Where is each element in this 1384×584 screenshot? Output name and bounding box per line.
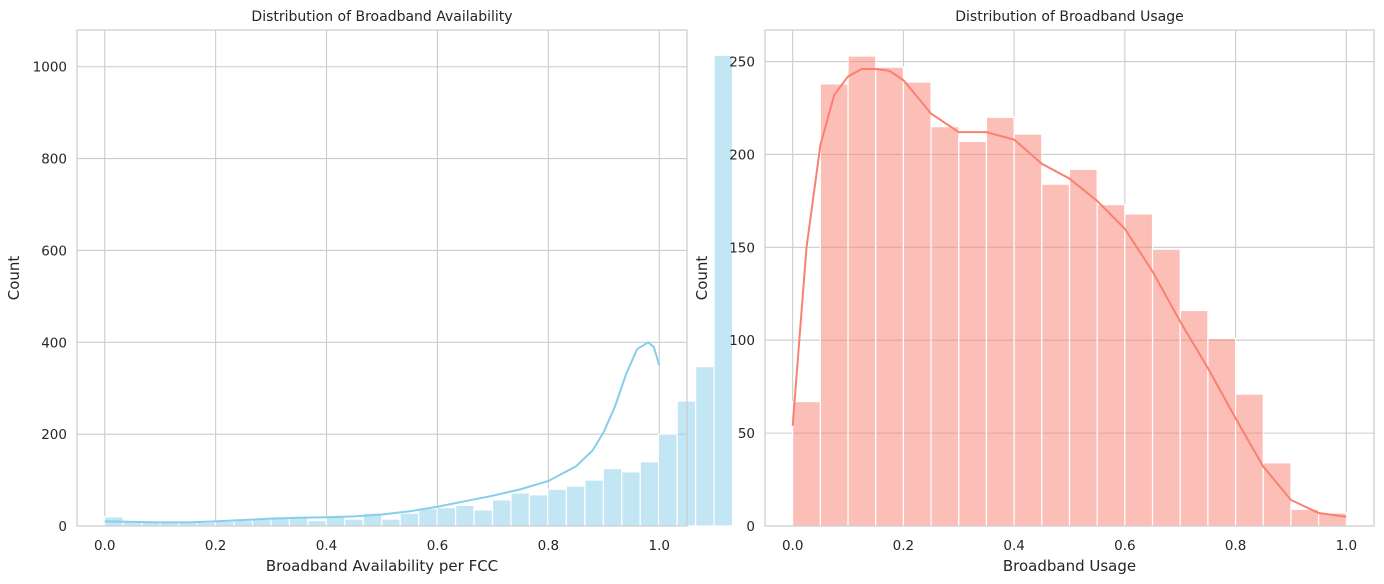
availability-x-tick-label: 0.0 (94, 538, 115, 554)
usage-bar (930, 125, 960, 527)
availability-x-tick-label: 0.8 (538, 538, 559, 554)
usage-x-tick-label: 0.8 (1225, 538, 1246, 554)
availability-y-tick-label: 1000 (33, 60, 67, 76)
availability-y-ticks: 0 200 400 600 800 1000 (33, 60, 67, 535)
usage-bar (1151, 248, 1181, 527)
availability-bar (510, 492, 531, 527)
usage-histogram-chart: 0.0 0.2 0.4 0.6 0.8 1.0 0 50 100 150 200 250 Distr… (693, 9, 1375, 575)
usage-bar (1124, 213, 1154, 527)
availability-x-ticks: 0.0 0.2 0.4 0.6 0.8 1.0 (94, 538, 670, 554)
availability-bar (584, 479, 604, 527)
usage-bar (792, 400, 821, 527)
availability-bar (454, 504, 475, 527)
availability-axes-frame (76, 29, 688, 527)
availability-y-axis-label: Count (5, 256, 23, 301)
usage-y-tick-label: 100 (729, 333, 755, 349)
availability-bar (491, 499, 512, 527)
availability-bar (436, 507, 457, 527)
availability-bars (104, 54, 734, 527)
usage-x-ticks: 0.0 0.2 0.4 0.6 0.8 1.0 (782, 538, 1357, 554)
usage-y-tick-label: 50 (738, 426, 755, 442)
availability-y-tick-label: 600 (41, 243, 67, 259)
usage-y-tick-label: 0 (746, 519, 755, 535)
availability-y-tick-label: 0 (58, 519, 67, 535)
usage-bar (1041, 183, 1071, 527)
availability-y-tick-label: 800 (41, 152, 67, 168)
availability-x-tick-label: 0.4 (316, 538, 337, 554)
availability-kde-line (104, 341, 661, 524)
availability-bar (528, 494, 549, 527)
usage-bar (902, 81, 932, 527)
usage-bar (1207, 337, 1237, 527)
usage-y-tick-label: 150 (729, 240, 755, 256)
usage-x-tick-label: 0.4 (1003, 538, 1024, 554)
availability-bar (658, 433, 678, 527)
availability-x-tick-label: 1.0 (649, 538, 670, 554)
usage-bar (847, 55, 877, 527)
availability-x-axis-label: Broadband Availability per FCC (266, 557, 498, 575)
availability-bar (695, 366, 715, 527)
availability-bar (639, 461, 660, 527)
usage-y-ticks: 0 50 100 150 200 250 (729, 55, 755, 535)
usage-bar (819, 83, 849, 527)
availability-bar (713, 54, 734, 527)
usage-bar (985, 116, 1015, 527)
availability-histogram-chart: 0.0 0.2 0.4 0.6 0.8 1.0 0 200 400 600 800 1000 Dis… (5, 9, 734, 575)
usage-bar (1096, 204, 1126, 527)
availability-bar (325, 516, 346, 527)
availability-bar (547, 488, 567, 527)
availability-bar (418, 507, 438, 527)
availability-bar (381, 518, 401, 527)
availability-bar (621, 471, 641, 527)
availability-bar (473, 509, 494, 527)
usage-bar (1013, 133, 1043, 527)
availability-bar (288, 517, 309, 527)
usage-bar (958, 140, 988, 527)
availability-bar (565, 485, 586, 527)
availability-chart-title: Distribution of Broadband Availability (251, 9, 512, 25)
usage-axes-frame (764, 29, 1375, 527)
availability-grid (77, 30, 687, 527)
availability-bar (602, 467, 623, 527)
availability-bar (307, 519, 327, 527)
usage-kde-line (791, 68, 1347, 518)
usage-x-tick-label: 0.2 (893, 538, 914, 554)
usage-x-tick-label: 1.0 (1336, 538, 1357, 554)
usage-bar (1068, 168, 1098, 527)
usage-bars (792, 55, 1347, 527)
availability-x-tick-label: 0.2 (205, 538, 226, 554)
usage-bar (1179, 309, 1209, 527)
availability-y-tick-label: 400 (41, 335, 67, 351)
availability-bar (399, 512, 420, 527)
usage-y-tick-label: 250 (729, 55, 755, 71)
availability-y-tick-label: 200 (41, 427, 67, 443)
usage-y-axis-label: Count (693, 256, 711, 301)
availability-bar (344, 518, 364, 527)
usage-x-axis-label: Broadband Usage (1003, 557, 1136, 575)
usage-y-tick-label: 200 (729, 147, 755, 163)
usage-x-tick-label: 0.0 (782, 538, 803, 554)
availability-x-tick-label: 0.6 (427, 538, 448, 554)
usage-x-tick-label: 0.6 (1114, 538, 1135, 554)
usage-bar (875, 66, 905, 527)
usage-chart-title: Distribution of Broadband Usage (955, 9, 1183, 25)
